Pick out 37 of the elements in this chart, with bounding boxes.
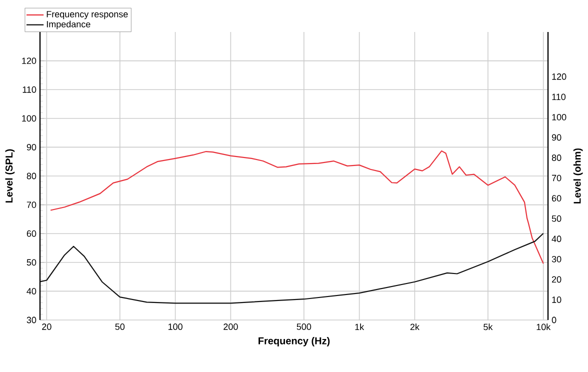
y2-tick-label: 60 <box>552 195 562 202</box>
y2-tick-label: 40 <box>552 236 562 242</box>
y2-tick-label: 30 <box>552 256 562 262</box>
y2-axis-title: Level (ohm) <box>573 148 583 204</box>
y2-tick-label: 0 <box>552 316 556 324</box>
y2-tick-label: 120 <box>552 73 566 80</box>
y-tick-label: 120 <box>22 58 36 64</box>
y-tick-label: 40 <box>26 288 36 294</box>
x-tick-label: 20 <box>42 324 52 330</box>
y-tick-label: 30 <box>26 316 36 324</box>
legend-label: Impedance <box>46 20 90 30</box>
x-tick-label: 100 <box>168 324 182 330</box>
y2-tick-label: 10 <box>552 296 562 303</box>
x-tick-label: 2k <box>410 324 420 330</box>
y2-tick-label: 110 <box>552 94 566 100</box>
y-tick-label: 110 <box>22 86 36 93</box>
y2-tick-label: 50 <box>552 215 562 222</box>
y-tick-label: 70 <box>26 202 36 208</box>
y2-tick-label: 70 <box>552 174 562 182</box>
y2-tick-label: 20 <box>552 276 562 283</box>
y2-tick-label: 90 <box>552 134 562 141</box>
x-tick-label: 5k <box>484 324 493 330</box>
x-tick-label: 1k <box>355 324 364 330</box>
x-tick-label: 50 <box>115 324 125 330</box>
x-tick-label: 200 <box>224 324 238 330</box>
y-tick-label: 50 <box>26 259 36 266</box>
legend-label: Frequency response <box>46 11 128 20</box>
y-tick-label: 90 <box>26 144 36 150</box>
x-tick-label: 500 <box>296 324 312 330</box>
y-tick-label: 80 <box>26 172 36 180</box>
y-tick-label: 100 <box>22 115 36 122</box>
x-tick-label: 10k <box>536 324 551 330</box>
y2-tick-label: 100 <box>552 114 566 120</box>
y-tick-label: 60 <box>26 230 36 237</box>
y-axis-title: Level (SPL) <box>5 149 15 203</box>
x-axis-title: Frequency (Hz) <box>258 337 330 346</box>
y2-tick-label: 80 <box>552 154 562 161</box>
